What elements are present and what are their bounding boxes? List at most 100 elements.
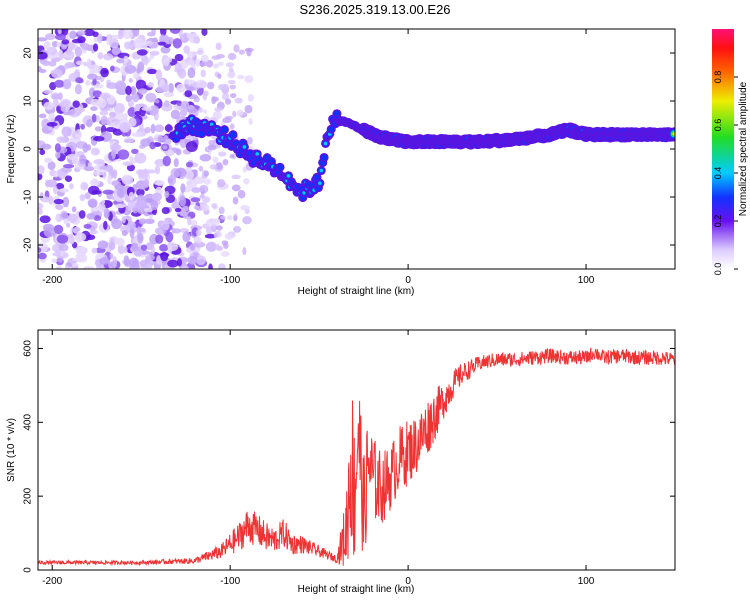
snr-line	[38, 347, 675, 567]
spec-noise-blob	[199, 61, 210, 67]
spec-noise-blob	[51, 258, 58, 263]
spec-noise-blob	[150, 105, 160, 116]
spec-noise-blob	[167, 259, 179, 268]
spec-noise-blob	[86, 119, 93, 128]
spec-ridge-cell	[222, 127, 227, 132]
snr-xtick-label-1: -100	[220, 576, 240, 587]
spec-noise-blob	[58, 92, 63, 101]
spec-noise-blob	[121, 131, 128, 137]
spec-ridge-cell	[672, 132, 675, 136]
spec-noise-blob	[111, 148, 117, 160]
spec-noise-blob	[162, 155, 171, 167]
spec-noise-blob	[185, 141, 198, 153]
spec-ridge-cell	[174, 136, 178, 141]
spec-ridge-cell	[248, 151, 252, 156]
spec-noise-blob	[159, 244, 169, 252]
spec-noise-blob	[195, 229, 202, 237]
spec-noise-blob	[117, 29, 124, 40]
spec-noise-blob	[61, 29, 69, 36]
spec-noise-blob	[43, 89, 53, 94]
spec-noise-blob	[86, 73, 98, 80]
spec-noise-blob	[109, 111, 117, 118]
spec-ytick-label-1: -10	[23, 189, 34, 204]
spec-noise-blob	[140, 138, 152, 147]
spec-noise-blob	[71, 38, 83, 44]
spec-noise-blob	[55, 216, 60, 221]
spec-noise-blob	[221, 92, 230, 101]
spec-noise-blob	[180, 100, 190, 110]
spec-noise-blob	[186, 51, 197, 58]
spec-noise-blob	[141, 106, 153, 111]
spec-noise-blob	[55, 204, 64, 210]
spec-noise-blob	[164, 36, 175, 45]
spec-noise-blob	[136, 67, 141, 74]
spec-noise-blob	[113, 103, 125, 114]
snr-series	[38, 347, 675, 567]
spec-noise-blob	[161, 206, 170, 215]
spec-noise-blob	[220, 251, 230, 257]
colorbar-tick-label-4: 0.8	[713, 71, 723, 84]
spec-noise-blob	[38, 51, 48, 60]
spec-noise-blob	[102, 189, 115, 195]
spec-noise-blob	[107, 174, 112, 185]
spec-noise-blob	[205, 59, 214, 68]
spec-noise-blob	[222, 117, 232, 124]
colorbar-tick-label-1: 0.2	[713, 215, 723, 228]
spec-noise-blob	[71, 206, 77, 213]
spec-noise-blob	[191, 187, 201, 193]
spec-noise-blob	[217, 61, 224, 66]
spec-noise-blob	[208, 139, 215, 147]
spec-noise-blob	[145, 254, 155, 261]
spec-noise-blob	[184, 169, 195, 181]
spec-noise-blob	[227, 52, 237, 61]
spec-noise-blob	[187, 67, 196, 79]
spec-noise-blob	[207, 144, 217, 151]
spec-noise-blob	[86, 212, 96, 220]
spec-noise-blob	[128, 117, 137, 127]
spec-noise-blob	[38, 202, 44, 210]
spec-noise-blob	[99, 257, 111, 265]
spec-noise-blob	[111, 180, 120, 186]
spec-noise-blob	[226, 215, 233, 221]
spec-noise-blob	[91, 113, 97, 123]
spec-noise-blob	[163, 91, 175, 98]
spec-noise-blob	[109, 253, 114, 259]
spec-noise-blob	[163, 57, 170, 67]
snr-ytick-label-3: 600	[23, 340, 34, 357]
spec-ridge-cell	[323, 141, 328, 146]
spec-noise-blob	[199, 187, 205, 192]
spec-noise-blob	[143, 178, 150, 188]
spec-noise-blob	[69, 30, 77, 40]
spec-noise-blob	[201, 204, 210, 212]
spec-noise-blob	[202, 92, 208, 101]
spec-noise-blob	[92, 90, 103, 98]
spec-noise-blob	[100, 115, 108, 125]
spec-noise-blob	[224, 98, 232, 105]
spec-noise-blob	[154, 124, 164, 133]
spec-noise-blob	[233, 214, 238, 222]
spec-noise-blob	[121, 29, 133, 40]
spec-noise-blob	[56, 41, 62, 48]
spec-noise-blob	[122, 161, 133, 167]
spec-noise-blob	[53, 185, 58, 195]
spec-noise-blob	[83, 29, 96, 37]
spec-noise-blob	[131, 242, 139, 252]
spec-noise-blob	[248, 118, 253, 125]
snr-panel: -200 -100 0 100 0 200 400 600 Height of straigh…	[6, 329, 676, 595]
spec-noise-blob	[84, 192, 91, 200]
spec-noise-blob	[74, 46, 83, 57]
snr-xtick-label-2: 0	[405, 576, 411, 587]
spec-noise-blob	[174, 63, 182, 71]
spec-noise-blob	[73, 69, 81, 79]
spec-noise-blob	[54, 79, 65, 88]
spec-noise-blob	[144, 126, 151, 134]
spec-noise-blob	[75, 77, 84, 84]
spec-noise-blob	[136, 49, 148, 56]
spec-noise-blob	[123, 137, 135, 144]
spec-noise-blob	[240, 204, 250, 211]
spec-noise-blob	[89, 230, 99, 235]
spec-noise-blob	[190, 219, 198, 227]
spec-noise-blob	[232, 110, 237, 118]
spec-noise-blob	[67, 213, 79, 224]
spec-noise-blob	[66, 47, 73, 56]
